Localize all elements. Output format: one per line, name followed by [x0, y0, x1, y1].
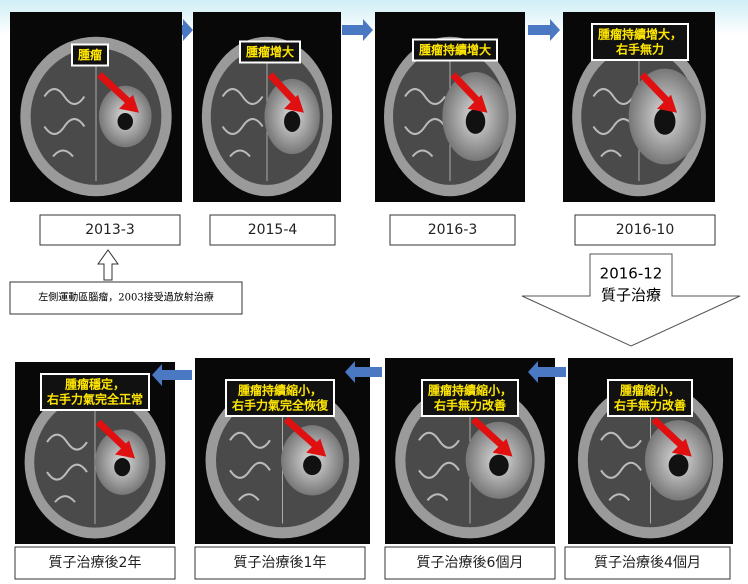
- cavity: [117, 112, 133, 131]
- label-text: 腫瘤持續增大: [419, 42, 491, 57]
- cavity: [489, 454, 509, 476]
- label-text: 右手力氣完全正常: [46, 392, 143, 407]
- red-arrowhead: [671, 438, 692, 457]
- red-arrow: [639, 72, 672, 106]
- date-box: [39, 214, 181, 246]
- red-arrowhead: [467, 94, 488, 113]
- label-box: [239, 40, 301, 64]
- caption: 質子治療後1年: [234, 554, 327, 571]
- sulci: [229, 431, 271, 501]
- red-arrowhead: [115, 440, 135, 459]
- red-arrow: [283, 416, 320, 450]
- sulci: [404, 88, 446, 158]
- up-arrow: [97, 249, 119, 281]
- label-box: [607, 379, 693, 417]
- red-arrowhead: [657, 94, 677, 113]
- sulci: [43, 88, 86, 158]
- label-text: 腫瘤持續增大，: [598, 27, 682, 42]
- sulci: [592, 88, 635, 158]
- caption: 質子治療後6個月: [417, 554, 524, 571]
- label-text: 腫瘤持續縮小，: [238, 383, 322, 398]
- label-box: [412, 38, 498, 62]
- label-text: 右手無力改善: [613, 398, 686, 413]
- label-text: 右手力氣完全恢復: [231, 398, 329, 413]
- cavity: [114, 458, 131, 477]
- date: 2015-4: [248, 222, 298, 238]
- label-text: 腫瘤: [78, 47, 102, 62]
- cavity: [654, 108, 676, 135]
- blue-arrow: [152, 364, 192, 386]
- label-text: 右手無力: [615, 42, 664, 57]
- date-box: [209, 214, 336, 246]
- note-box: [9, 281, 243, 315]
- red-arrowhead: [119, 94, 139, 113]
- red-arrow: [471, 416, 507, 450]
- sulci: [600, 431, 642, 501]
- label-box: [71, 43, 109, 67]
- caption: 質子治療後4個月: [594, 554, 701, 571]
- red-arrow: [450, 72, 483, 106]
- label-text: 腫瘤持續縮小，: [428, 383, 512, 398]
- caption-box: [194, 546, 366, 580]
- date: 2013-3: [85, 222, 135, 238]
- red-arrow: [97, 72, 133, 106]
- label-text: 腫瘤縮小，: [620, 383, 680, 398]
- sulci: [46, 433, 88, 503]
- sulci: [418, 431, 460, 501]
- red-arrow: [95, 419, 130, 452]
- date-box: [574, 214, 716, 246]
- blue-arrow: [528, 19, 560, 41]
- label-box: [225, 379, 335, 417]
- label-box: [591, 23, 689, 61]
- sulci: [221, 88, 264, 158]
- cavity: [668, 454, 689, 477]
- caption-box: [384, 546, 556, 580]
- label-box: [421, 379, 519, 417]
- date-box: [389, 214, 516, 246]
- red-arrow: [651, 416, 686, 450]
- blue-arrow: [342, 19, 373, 41]
- red-arrowhead: [492, 438, 513, 457]
- caption-box: [14, 546, 176, 580]
- note: 左側運動區腦瘤，2003接受過放射治療: [38, 291, 213, 304]
- blue-arrow: [182, 19, 193, 41]
- treatment-date: 2016-12: [600, 265, 663, 283]
- label-text: 腫瘤增大: [246, 44, 294, 59]
- treatment-label: 質子治療: [601, 286, 661, 304]
- cavity: [465, 109, 486, 134]
- cavity: [303, 455, 322, 476]
- date: 2016-3: [428, 222, 478, 238]
- caption: 質子治療後2年: [49, 554, 142, 571]
- caption-box: [564, 546, 731, 580]
- label-box: [40, 373, 150, 411]
- red-arrowhead: [306, 438, 327, 457]
- treatment-arrow: [521, 253, 741, 347]
- blue-arrow: [528, 361, 566, 383]
- red-arrowhead: [284, 94, 304, 113]
- blue-arrow: [345, 361, 382, 383]
- cavity: [284, 111, 301, 132]
- label-text: 右手無力改善: [433, 398, 506, 413]
- label-text: 腫瘤穩定，: [65, 377, 125, 392]
- date: 2016-10: [616, 222, 675, 238]
